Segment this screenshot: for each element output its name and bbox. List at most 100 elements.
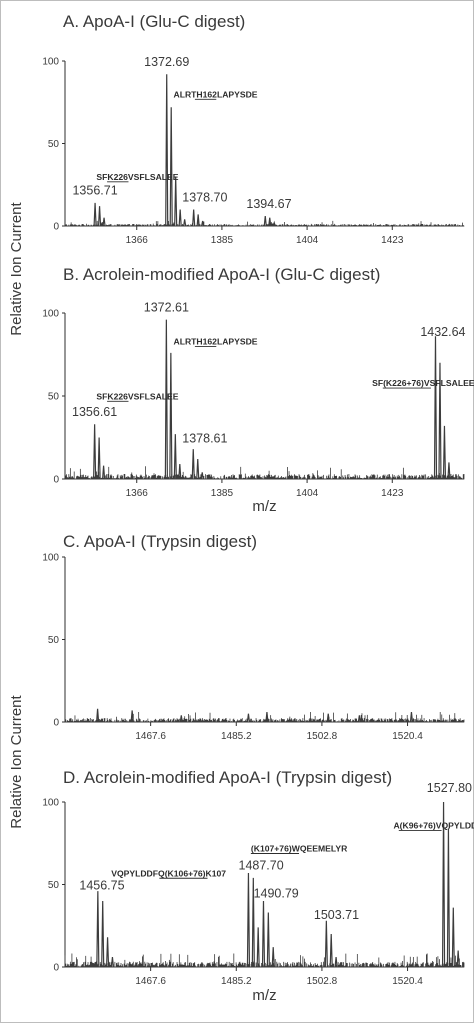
spectrum-peak xyxy=(409,712,414,723)
x-axis-title: m/z xyxy=(252,498,276,515)
spectrum-peak xyxy=(174,176,178,227)
spectrum-peak xyxy=(442,425,447,480)
y-axis-title: Relative Ion Current xyxy=(8,201,25,335)
spectrum-peak xyxy=(173,434,177,480)
spectrum-peak xyxy=(169,107,173,227)
peak-mass-label: 1527.80 xyxy=(427,781,472,795)
spectrum-peak xyxy=(329,933,333,968)
spectrum-peak xyxy=(324,920,328,968)
x-tick-label: 1467.6 xyxy=(135,731,166,742)
spectrum-peak xyxy=(196,214,200,227)
spectrum-peak xyxy=(105,937,110,968)
y-tick-label: 100 xyxy=(42,553,59,564)
spectrum-peak xyxy=(178,464,182,480)
spectrum-peak xyxy=(456,950,460,968)
peptide-sequence-label: VQPYLDDFQ(K106+76)K107 xyxy=(111,868,226,878)
spectrum-peak xyxy=(201,220,205,227)
peptide-sequence-label: A(K96+76)VQPYLDDFQK106 xyxy=(393,820,474,830)
spectrum-peak xyxy=(441,801,446,968)
peak-mass-label: 1394.67 xyxy=(246,197,291,211)
spectrum-peak xyxy=(357,715,361,723)
spectrum-peak xyxy=(192,209,196,227)
peak-mass-label: 1456.75 xyxy=(79,878,124,892)
y-tick-label: 0 xyxy=(53,963,59,974)
spectrum-peak xyxy=(256,927,260,968)
spectrum-peak xyxy=(261,900,266,968)
spectrum-peak xyxy=(97,437,101,480)
y-axis-title: Relative Ion Current xyxy=(8,694,25,828)
spectrum-peak xyxy=(268,217,272,227)
spectrum-peak xyxy=(130,710,134,723)
x-tick-label: 1366 xyxy=(126,488,149,499)
spectrum-peak xyxy=(179,715,183,723)
peak-mass-label: 1487.70 xyxy=(239,859,284,873)
x-tick-label: 1467.6 xyxy=(135,976,166,987)
spectrum-peak xyxy=(102,217,106,227)
peptide-sequence-label: SF(K226+76)VSFLSALEE xyxy=(372,378,474,388)
spectrum-peak xyxy=(200,472,204,480)
peak-mass-label: 1356.61 xyxy=(72,405,117,419)
peptide-sequence-label: (K107+76)WQEEMELYR xyxy=(251,844,348,854)
y-tick-label: 50 xyxy=(48,139,60,150)
y-tick-label: 0 xyxy=(53,222,59,233)
x-tick-label: 1366 xyxy=(126,235,149,246)
peak-mass-label: 1372.61 xyxy=(144,300,189,314)
spectrum-peak xyxy=(326,713,330,723)
panel-title: A. ApoA-I (Glu-C digest) xyxy=(63,12,245,31)
peak-mass-label: 1356.71 xyxy=(72,184,117,198)
spectrum-peak xyxy=(271,947,275,968)
y-tick-label: 100 xyxy=(42,57,59,68)
axes xyxy=(64,557,464,723)
peptide-sequence-label: ALRTH162LAPYSDE xyxy=(173,337,257,347)
x-tick-label: 1385 xyxy=(211,235,234,246)
spectrum-peak xyxy=(272,220,276,227)
x-tick-label: 1485.2 xyxy=(221,976,252,987)
spectrum-noise xyxy=(64,711,465,723)
spectrum-peak xyxy=(93,424,97,480)
y-tick-label: 0 xyxy=(53,475,59,486)
x-tick-label: 1520.4 xyxy=(392,976,423,987)
panel-b xyxy=(62,312,465,483)
spectrum-peak xyxy=(93,202,97,227)
peptide-sequence-label: ALRTH162LAPYSDE xyxy=(173,89,257,99)
spectrum-peak xyxy=(447,462,451,480)
spectrum-peak xyxy=(433,336,438,480)
spectrum-peak xyxy=(246,872,251,968)
y-tick-label: 50 xyxy=(48,635,60,646)
spectrum-peak xyxy=(96,891,100,968)
peak-mass-label: 1503.71 xyxy=(314,908,359,922)
spectrum-peak xyxy=(110,957,115,968)
spectrum-peak xyxy=(191,449,195,480)
spectrum-peak xyxy=(178,209,182,227)
peak-mass-label: 1432.64 xyxy=(420,325,465,339)
spectrum-noise xyxy=(64,466,465,480)
x-tick-label: 1423 xyxy=(381,488,404,499)
spectrum-peak xyxy=(169,352,173,480)
panel-title: C. ApoA-I (Trypsin digest) xyxy=(63,532,257,551)
spectrum-peak xyxy=(101,900,105,968)
x-axis-title: m/z xyxy=(252,987,276,1004)
panel-a xyxy=(62,60,465,230)
x-tick-label: 1423 xyxy=(381,235,404,246)
peptide-sequence-label: SFK226VSFLSALEE xyxy=(96,391,178,401)
y-tick-label: 0 xyxy=(53,718,59,729)
spectrum-peak xyxy=(96,708,100,723)
peak-mass-label: 1372.69 xyxy=(144,55,189,69)
panel-title: B. Acrolein-modified ApoA-I (Glu-C diges… xyxy=(63,265,380,284)
panel-title: D. Acrolein-modified ApoA-I (Trypsin dig… xyxy=(63,768,392,787)
x-tick-label: 1502.8 xyxy=(307,731,338,742)
peak-mass-label: 1378.61 xyxy=(182,431,227,445)
x-tick-label: 1385 xyxy=(211,488,234,499)
y-tick-label: 50 xyxy=(48,880,60,891)
x-tick-label: 1404 xyxy=(296,235,319,246)
y-tick-label: 100 xyxy=(42,798,59,809)
spectrum-peak xyxy=(446,828,451,968)
y-tick-label: 50 xyxy=(48,392,60,403)
spectrum-peak xyxy=(266,912,270,968)
peptide-sequence-label: SFK226VSFLSALEE xyxy=(96,172,178,182)
x-tick-label: 1485.2 xyxy=(221,731,252,742)
spectrum-peak xyxy=(263,216,267,227)
spectrum-peak xyxy=(251,877,255,968)
